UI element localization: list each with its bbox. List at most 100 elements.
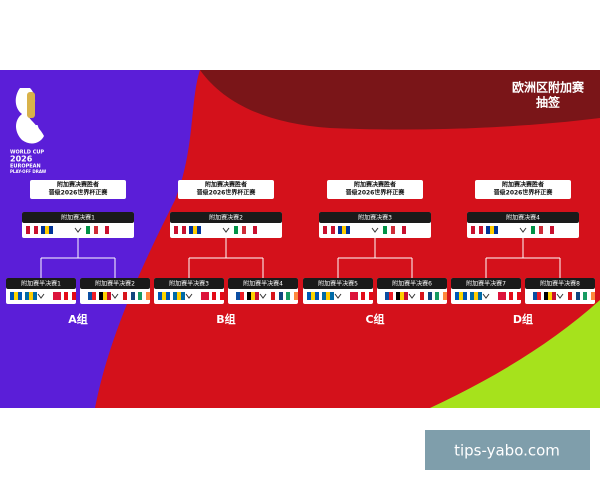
- flag-stripe: [439, 292, 443, 300]
- flag-stripe: [205, 292, 209, 300]
- flag-stripe: [257, 226, 261, 234]
- flag-stripe: [34, 226, 38, 234]
- semi-title: 附加赛半决赛1: [21, 280, 61, 288]
- flag-stripe: [535, 226, 539, 234]
- flag-stripe: [323, 226, 327, 234]
- vs-chevron: [482, 293, 490, 299]
- vs-chevron: [408, 293, 416, 299]
- flag-stripe: [517, 292, 521, 300]
- flag-stripe: [216, 292, 220, 300]
- flag-stripe: [533, 292, 537, 300]
- flag-stripe: [311, 292, 315, 300]
- connector: [188, 238, 264, 278]
- logo-text: WORLD CUP: [10, 150, 44, 156]
- group-label: B组: [216, 312, 235, 326]
- flag-stripe: [330, 292, 334, 300]
- flag-stripe: [232, 292, 236, 300]
- flag-stripe: [463, 292, 467, 300]
- semi-title: 附加赛半决赛2: [95, 280, 135, 288]
- flag-stripe: [486, 226, 490, 234]
- logo-text: 2026: [10, 155, 33, 164]
- flag-stripe: [94, 226, 98, 234]
- header-subtitle: 抽签: [536, 95, 561, 110]
- flag-stripe: [290, 292, 294, 300]
- final-header: [22, 212, 134, 223]
- flag-stripe: [99, 292, 103, 300]
- winner-box: [30, 180, 126, 199]
- flag-stripe: [72, 292, 76, 300]
- vs-chevron: [556, 293, 564, 299]
- flag-stripe: [576, 292, 580, 300]
- connector: [337, 238, 413, 278]
- header-title: 欧洲区附加赛: [512, 80, 585, 95]
- flag-stripe: [90, 226, 94, 234]
- flag-stripe: [568, 292, 572, 300]
- flag-stripe: [26, 226, 30, 234]
- final-title: 附加赛决赛3: [358, 214, 392, 222]
- flag-stripe: [255, 292, 259, 300]
- flag-stripe: [189, 226, 193, 234]
- flag-stripe: [531, 226, 535, 234]
- flag-stripe: [286, 292, 290, 300]
- flag-stripe: [109, 226, 113, 234]
- vs-chevron: [371, 227, 379, 233]
- flag-stripe: [550, 226, 554, 234]
- flag-stripe: [490, 226, 494, 234]
- flag-stripe: [131, 292, 135, 300]
- winner-text: 附加赛决赛胜者: [205, 181, 247, 189]
- group-label: C组: [365, 312, 384, 326]
- group-label: D组: [513, 312, 533, 326]
- flag-stripe: [271, 292, 275, 300]
- flag-stripe: [474, 292, 478, 300]
- flag-stripe: [322, 292, 326, 300]
- flag-stripe: [49, 292, 53, 300]
- flag-stripe: [475, 226, 479, 234]
- winner-text: 晋级2026世界杯正赛: [197, 189, 257, 197]
- flag-stripe: [385, 292, 389, 300]
- flag-stripe: [381, 292, 385, 300]
- winner-text: 晋级2026世界杯正赛: [494, 189, 554, 197]
- flag-stripe: [10, 292, 14, 300]
- flag-stripe: [173, 292, 177, 300]
- flag-stripe: [587, 292, 591, 300]
- flag-stripe: [327, 226, 331, 234]
- flag-stripe: [443, 292, 447, 300]
- semi-header: [228, 278, 298, 289]
- flag-stripe: [127, 292, 131, 300]
- flag-stripe: [247, 292, 251, 300]
- flag-stripe: [251, 292, 255, 300]
- connector: [40, 238, 116, 278]
- flag-stripe: [158, 292, 162, 300]
- flag-stripe: [346, 226, 350, 234]
- semi-header: [154, 278, 224, 289]
- flag-stripe: [494, 292, 498, 300]
- flag-stripe: [86, 226, 90, 234]
- vs-chevron: [74, 227, 82, 233]
- final-header: [467, 212, 579, 223]
- flag-stripe: [470, 292, 474, 300]
- flag-stripe: [420, 292, 424, 300]
- flag-stripe: [494, 226, 498, 234]
- flag-stripe: [234, 226, 238, 234]
- flag-stripe: [103, 292, 107, 300]
- flag-stripe: [197, 292, 201, 300]
- flag-stripe: [220, 292, 224, 300]
- flag-stripe: [479, 226, 483, 234]
- winner-box: [178, 180, 274, 199]
- vs-chevron: [222, 227, 230, 233]
- flag-stripe: [387, 226, 391, 234]
- flag-stripe: [548, 292, 552, 300]
- flag-stripe: [240, 292, 244, 300]
- flag-stripe: [315, 292, 319, 300]
- flag-stripe: [471, 226, 475, 234]
- semi-header: [6, 278, 76, 289]
- flag-stripe: [529, 292, 533, 300]
- flag-stripe: [107, 292, 111, 300]
- flag-stripe: [123, 292, 127, 300]
- watermark: tips-yabo.com: [454, 442, 560, 460]
- semi-title: 附加赛半决赛8: [540, 280, 580, 288]
- flag-stripe: [338, 226, 342, 234]
- flag-stripe: [88, 292, 92, 300]
